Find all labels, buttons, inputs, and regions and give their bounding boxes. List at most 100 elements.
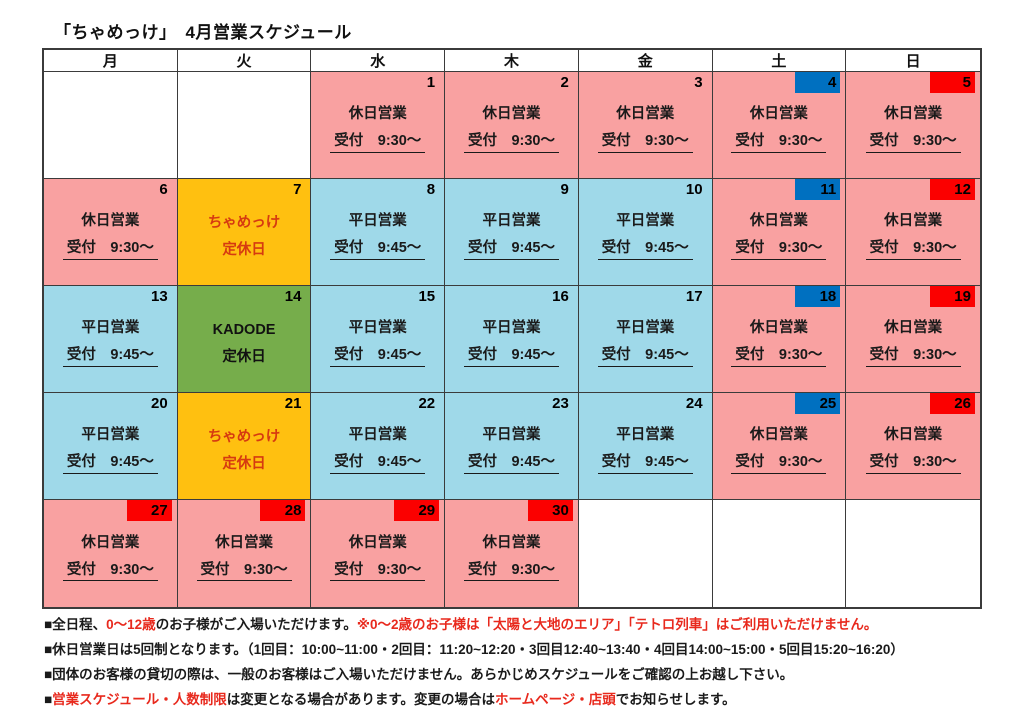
cell-label: 休日営業 — [749, 106, 808, 123]
note-segment: ※0〜2歳のお子様は「太陽と大地のエリア」「テトロ列車」はご利用いただけません。 — [356, 617, 878, 632]
cell-sublabel: 受付 9:45〜 — [597, 347, 693, 367]
blue-day-badge: 18 — [795, 286, 841, 307]
calendar-cell-8: 8 平日営業 受付 9:45〜 — [311, 179, 446, 286]
red-day-badge: 27 — [126, 500, 172, 521]
note-line: ■休日営業日は5回制となります。（1回目：10:00~11:00・2回目：11:… — [44, 637, 1004, 662]
date-number: 23 — [552, 395, 569, 412]
note-segment: のお子様がご入場いただけます。 — [155, 617, 357, 632]
red-day-badge: 5 — [929, 72, 975, 93]
blue-day-badge: 11 — [795, 179, 841, 200]
cell-label: 休日営業 — [215, 534, 274, 551]
cell-label: 休日営業 — [749, 427, 808, 444]
calendar-cell-12: 12 休日営業 受付 9:30〜 — [846, 179, 980, 286]
cell-label: 休日営業 — [348, 106, 407, 123]
cell-sublabel: 定休日 — [222, 241, 266, 258]
weekday-header-6: 土 — [712, 50, 847, 72]
calendar-cell-9: 9 平日営業 受付 9:45〜 — [445, 179, 579, 286]
calendar-cell-empty — [578, 500, 713, 607]
cell-sublabel: 受付 9:30〜 — [865, 133, 961, 153]
note-segment: ■団体のお客様の貸切の際は、一般のお客様はご入場いただけません。あらかじめスケジ… — [44, 667, 794, 682]
cell-sublabel: 受付 9:45〜 — [330, 240, 426, 260]
note-segment: 営業スケジュール・人数制限 — [52, 692, 227, 707]
cell-label: 平日営業 — [482, 427, 541, 444]
cell-sublabel: 受付 9:30〜 — [62, 240, 158, 260]
calendar-cell-18: 18 休日営業 受付 9:30〜 — [712, 286, 847, 393]
cell-sublabel: 受付 9:45〜 — [330, 454, 426, 474]
cell-label: 平日営業 — [348, 427, 407, 444]
cell-label: ちゃめっけ — [207, 214, 281, 231]
cell-label: KADODE — [212, 321, 276, 338]
date-number: 15 — [418, 288, 436, 305]
cell-label: 休日営業 — [81, 213, 140, 230]
cell-label: 平日営業 — [348, 213, 407, 230]
cell-sublabel: 受付 9:30〜 — [463, 133, 559, 153]
calendar-grid: 1 休日営業 受付 9:30〜 2 休日営業 受付 9:30〜 3 休日営業 受付 9:30〜 4… — [44, 72, 980, 607]
calendar-cell-25: 25 休日営業 受付 9:30〜 — [712, 393, 847, 500]
cell-sublabel: 受付 9:45〜 — [330, 347, 426, 367]
calendar-cell-29: 29 休日営業 受付 9:30〜 — [311, 500, 446, 607]
cell-sublabel: 定休日 — [222, 348, 266, 365]
cell-sublabel: 受付 9:30〜 — [731, 240, 827, 260]
cell-sublabel: 受付 9:30〜 — [330, 133, 426, 153]
date-number: 1 — [426, 74, 436, 91]
calendar-table: 月火水木金土日 1 休日営業 受付 9:30〜 2 休日営業 受付 9:30〜 3 休日営業受… — [42, 48, 982, 609]
cell-sublabel: 受付 9:45〜 — [62, 347, 158, 367]
note-line: ■団体のお客様の貸切の際は、一般のお客様はご入場いただけません。あらかじめスケジ… — [44, 662, 1004, 687]
calendar-cell-7: 7 ちゃめっけ定休日 — [177, 179, 312, 286]
calendar-cell-4: 4 休日営業 受付 9:30〜 — [712, 72, 847, 179]
cell-sublabel: 受付 9:45〜 — [463, 454, 559, 474]
date-number: 6 — [159, 181, 168, 198]
calendar-cell-2: 2 休日営業 受付 9:30〜 — [445, 72, 579, 179]
calendar-cell-1: 1 休日営業受付 9:30〜 — [311, 72, 446, 179]
date-number: 16 — [552, 288, 569, 305]
cell-label: 平日営業 — [616, 320, 675, 337]
cell-sublabel: 受付 9:45〜 — [463, 347, 559, 367]
weekday-header-4: 木 — [445, 50, 579, 72]
calendar-cell-20: 20 平日営業 受付 9:45〜 — [44, 393, 178, 500]
note-segment: でお知らせします。 — [615, 692, 736, 707]
date-number: 14 — [284, 288, 302, 305]
calendar-cell-30: 30 休日営業 受付 9:30〜 — [445, 500, 579, 607]
date-number: 21 — [284, 395, 302, 412]
cell-label: 休日営業 — [482, 534, 541, 551]
cell-sublabel: 受付 9:45〜 — [597, 240, 693, 260]
red-day-badge: 12 — [929, 179, 975, 200]
cell-sublabel: 受付 9:30〜 — [865, 240, 961, 260]
cell-sublabel: 受付 9:30〜 — [597, 133, 693, 153]
calendar-cell-17: 17 平日営業 受付 9:45〜 — [578, 286, 713, 393]
cell-label: 平日営業 — [348, 320, 407, 337]
cell-sublabel: 受付 9:45〜 — [463, 240, 559, 260]
calendar-cell-empty — [44, 72, 178, 179]
cell-label: 休日営業 — [884, 320, 943, 337]
cell-label: 休日営業 — [884, 427, 943, 444]
calendar-cell-11: 11 休日営業 受付 9:30〜 — [712, 179, 847, 286]
note-line: ■営業スケジュール・人数制限は変更となる場合があります。変更の場合はホームページ… — [44, 687, 1004, 712]
cell-sublabel: 受付 9:30〜 — [865, 347, 961, 367]
cell-sublabel: 受付 9:30〜 — [62, 562, 158, 582]
calendar-cell-24: 24 平日営業 受付 9:45〜 — [578, 393, 713, 500]
cell-sublabel: 受付 9:30〜 — [865, 454, 961, 474]
date-number: 7 — [293, 181, 302, 198]
notes-section: ■全日程、0〜12歳のお子様がご入場いただけます。※0〜2歳のお子様は「太陽と大… — [44, 612, 1004, 712]
cell-label: 休日営業 — [81, 534, 140, 551]
calendar-cell-16: 16 平日営業受付 9:45〜 — [445, 286, 579, 393]
note-segment: ■全日程、 — [44, 617, 107, 632]
blue-day-badge: 25 — [795, 393, 841, 414]
date-number: 3 — [694, 74, 703, 91]
cell-label: ちゃめっけ — [207, 428, 281, 445]
cell-label: 平日営業 — [482, 213, 541, 230]
red-day-badge: 19 — [929, 286, 975, 307]
calendar-cell-14: 14 KADODE 定休日 — [177, 286, 312, 393]
date-number: 2 — [560, 74, 569, 91]
calendar-cell-3: 3 休日営業 受付 9:30〜 — [578, 72, 713, 179]
cell-label: 平日営業 — [482, 320, 541, 337]
calendar-cell-6: 6 休日営業受付 9:30〜 — [44, 179, 178, 286]
date-number: 24 — [685, 395, 703, 412]
cell-sublabel: 受付 9:30〜 — [463, 562, 559, 582]
cell-sublabel: 受付 9:45〜 — [597, 454, 693, 474]
cell-sublabel: 受付 9:30〜 — [731, 133, 827, 153]
calendar-cell-empty — [712, 500, 847, 607]
cell-sublabel: 受付 9:45〜 — [62, 454, 158, 474]
calendar-cell-22: 22 平日営業 受付 9:45〜 — [311, 393, 446, 500]
